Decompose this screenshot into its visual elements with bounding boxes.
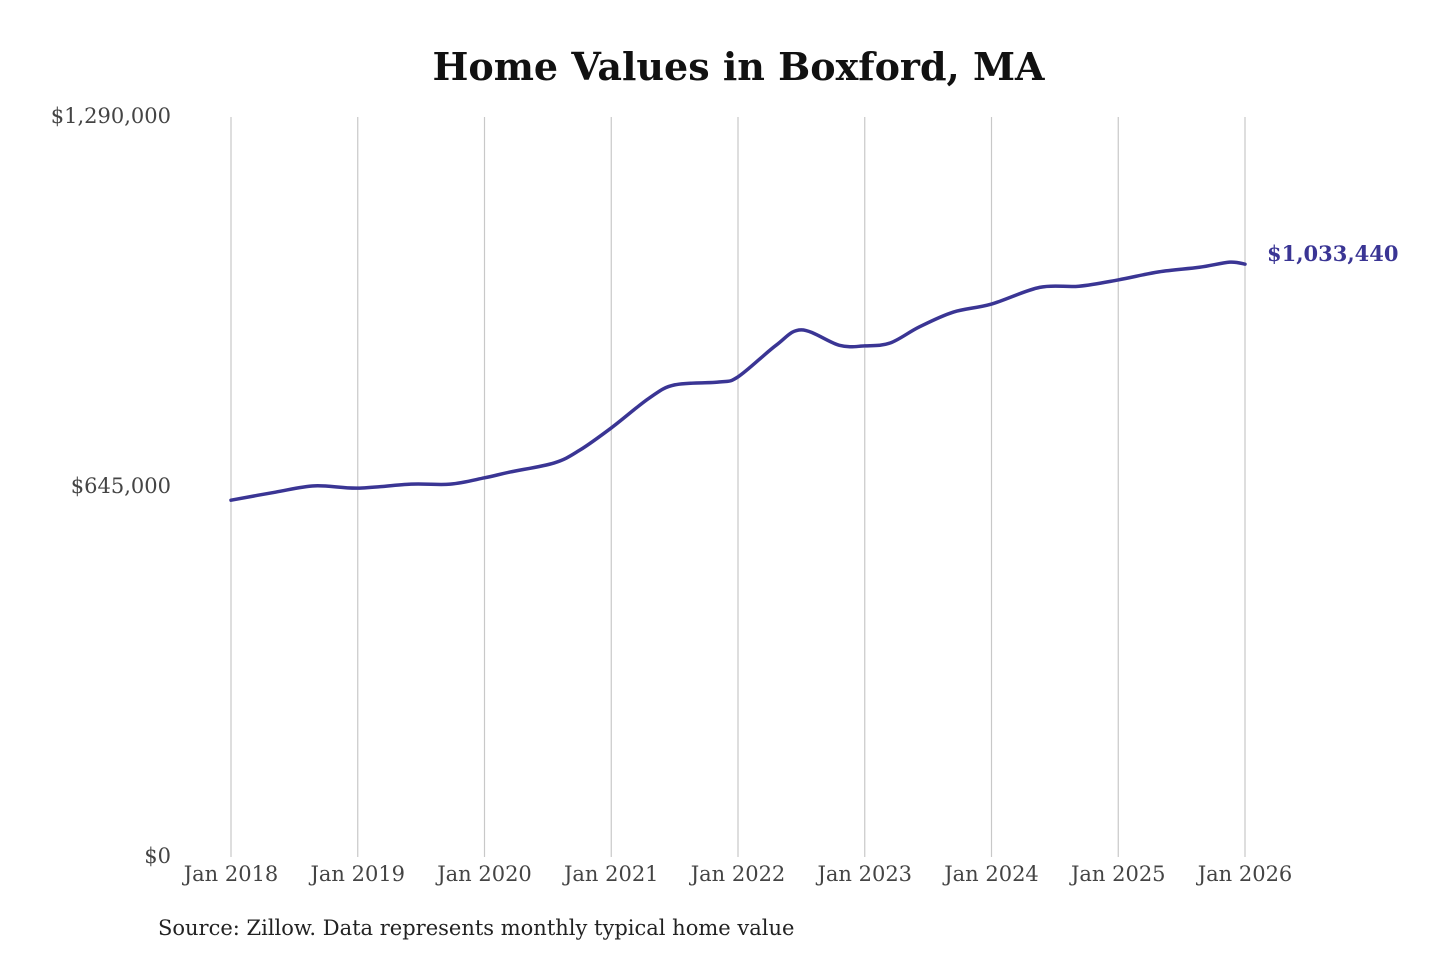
x-tick-label: Jan 2022 <box>689 862 786 886</box>
y-tick-label: $0 <box>144 844 171 868</box>
x-tick-label: Jan 2023 <box>815 862 912 886</box>
x-tick-label: Jan 2024 <box>942 862 1039 886</box>
y-tick-label: $1,290,000 <box>51 104 171 128</box>
x-tick-label: Jan 2019 <box>308 862 405 886</box>
y-tick-label: $645,000 <box>71 474 171 498</box>
source-note: Source: Zillow. Data represents monthly … <box>158 916 795 940</box>
x-tick-label: Jan 2020 <box>435 862 532 886</box>
chart-title: Home Values in Boxford, MA <box>432 44 1045 89</box>
end-value-label: $1,033,440 <box>1267 241 1399 266</box>
x-tick-label: Jan 2021 <box>562 862 659 886</box>
x-tick-label: Jan 2026 <box>1196 862 1293 886</box>
x-tick-label: Jan 2025 <box>1069 862 1166 886</box>
x-tick-label: Jan 2018 <box>182 862 279 886</box>
series-line <box>229 260 1247 502</box>
